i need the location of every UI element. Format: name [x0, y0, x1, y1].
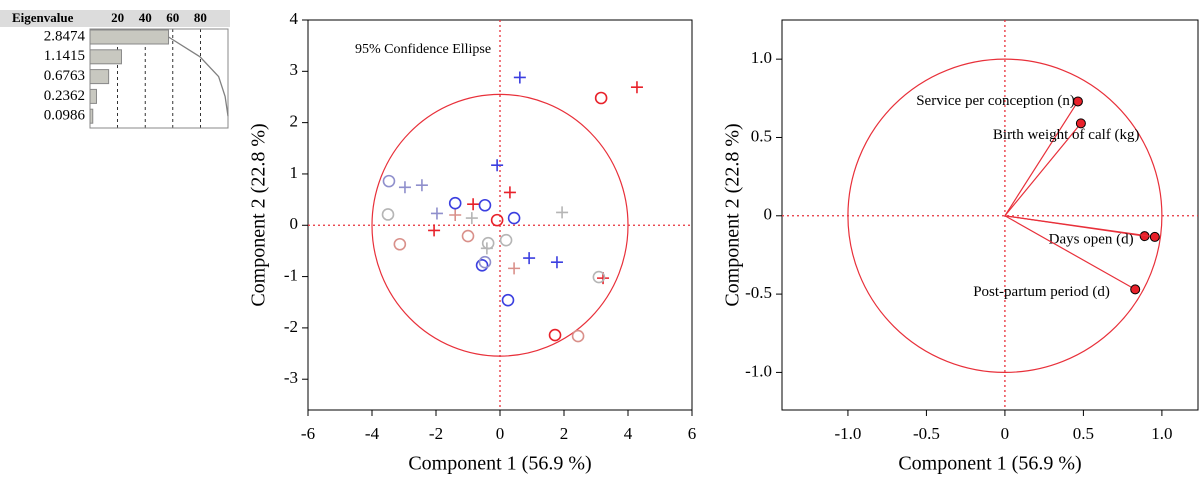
x-tick-label: 6 [688, 424, 697, 443]
loading-ray [1004, 215, 1136, 290]
x-tick-label: -2 [429, 424, 443, 443]
header-bg [0, 10, 230, 27]
bar [89, 88, 97, 104]
score-point [508, 262, 521, 275]
score-point [571, 329, 585, 343]
score-point [449, 209, 462, 221]
bar [89, 69, 110, 85]
score-point [382, 174, 396, 188]
loading-point [1075, 118, 1086, 129]
loading-point [1130, 284, 1141, 295]
confidence-ellipse [371, 93, 629, 357]
x-tick-label: 0 [1001, 424, 1010, 443]
eigenvalue: 0.0986 [44, 108, 86, 124]
x-tick-label: -0.5 [913, 424, 940, 443]
score-point [467, 198, 480, 211]
loading-ray [1004, 101, 1079, 217]
unit-circle [847, 58, 1163, 374]
score-point [381, 208, 395, 221]
eigenvalue: 2.8474 [44, 28, 86, 44]
score-point [475, 258, 489, 272]
score-point [550, 256, 563, 269]
score-point [592, 270, 606, 284]
eigenvalue: 0.6763 [44, 68, 85, 84]
y-tick-label: 2 [290, 112, 299, 131]
y-tick-label: -1 [284, 265, 298, 284]
y-tick-label: 1 [290, 163, 299, 182]
x-tick-label: -6 [301, 424, 315, 443]
x-tick-label: 1.0 [1151, 424, 1172, 443]
loading-label: Days open (d) [1049, 232, 1134, 248]
x-axis-label: Component 1 (56.9 %) [408, 453, 591, 475]
score-point [548, 328, 562, 342]
score-point [465, 212, 478, 225]
bar [89, 29, 170, 45]
x-tick-label: -4 [365, 424, 380, 443]
score-point [507, 211, 521, 225]
x-tick-label: 0.5 [1073, 424, 1094, 443]
eigenvalue: 0.2362 [44, 88, 85, 104]
x-tick-label: 20 [111, 10, 124, 25]
loading-label: Birth weight of calf (kg) [993, 127, 1140, 143]
x-tick-label: 4 [624, 424, 633, 443]
loading-label: Post-partum period (d) [973, 284, 1110, 300]
x-tick-label: 2 [560, 424, 569, 443]
y-tick-label: 3 [290, 60, 299, 79]
x-axis-label: Component 1 (56.9 %) [898, 453, 1081, 475]
y-tick-label: 0 [764, 205, 773, 224]
score-point [503, 186, 516, 199]
loading-ray [1004, 122, 1082, 217]
annotation: 95% Confidence Ellipse [355, 42, 491, 57]
loading-point [1149, 231, 1160, 242]
y-tick-label: -3 [284, 368, 298, 387]
loading-label: Service per conception (n) [916, 93, 1075, 109]
y-tick-label: 1.0 [751, 48, 772, 67]
score-point [430, 207, 443, 220]
score-point [556, 206, 569, 219]
score-point [428, 224, 441, 237]
x-tick-label: 40 [139, 10, 152, 25]
score-point [499, 233, 513, 247]
bar [89, 108, 94, 124]
y-axis-label: Component 2 (22.8 %) [722, 123, 744, 306]
score-point [478, 198, 492, 212]
score-point [478, 255, 492, 269]
score-point [461, 229, 475, 243]
bar [89, 49, 122, 65]
score-point [393, 237, 407, 251]
y-axis-label: Component 2 (22.8 %) [248, 123, 270, 306]
score-point [513, 71, 526, 84]
header: Eigenvalue [12, 10, 74, 25]
y-tick-label: 0 [290, 214, 299, 233]
loading-ray [1004, 215, 1155, 238]
score-point [630, 81, 643, 94]
x-tick-label: -1.0 [834, 424, 861, 443]
y-tick-label: -2 [284, 317, 298, 336]
x-tick-label: 0 [496, 424, 505, 443]
score-point [490, 213, 504, 227]
plot-frame [781, 19, 1199, 411]
y-tick-label: -1.0 [745, 361, 772, 380]
score-point [501, 293, 515, 307]
score-point [523, 252, 536, 265]
score-point [415, 179, 428, 192]
eigenvalue: 1.1415 [44, 48, 85, 64]
score-point [481, 236, 495, 250]
y-tick-label: 4 [290, 9, 299, 28]
score-point [448, 196, 462, 210]
y-tick-label: 0.5 [751, 126, 772, 145]
y-tick-label: -0.5 [745, 283, 772, 302]
score-point [398, 181, 411, 194]
x-tick-label: 60 [166, 10, 179, 25]
cumulative-line [168, 36, 229, 117]
loading-point [1072, 96, 1083, 107]
x-tick-label: 80 [194, 10, 207, 25]
score-point [491, 159, 504, 172]
score-point [594, 91, 608, 105]
